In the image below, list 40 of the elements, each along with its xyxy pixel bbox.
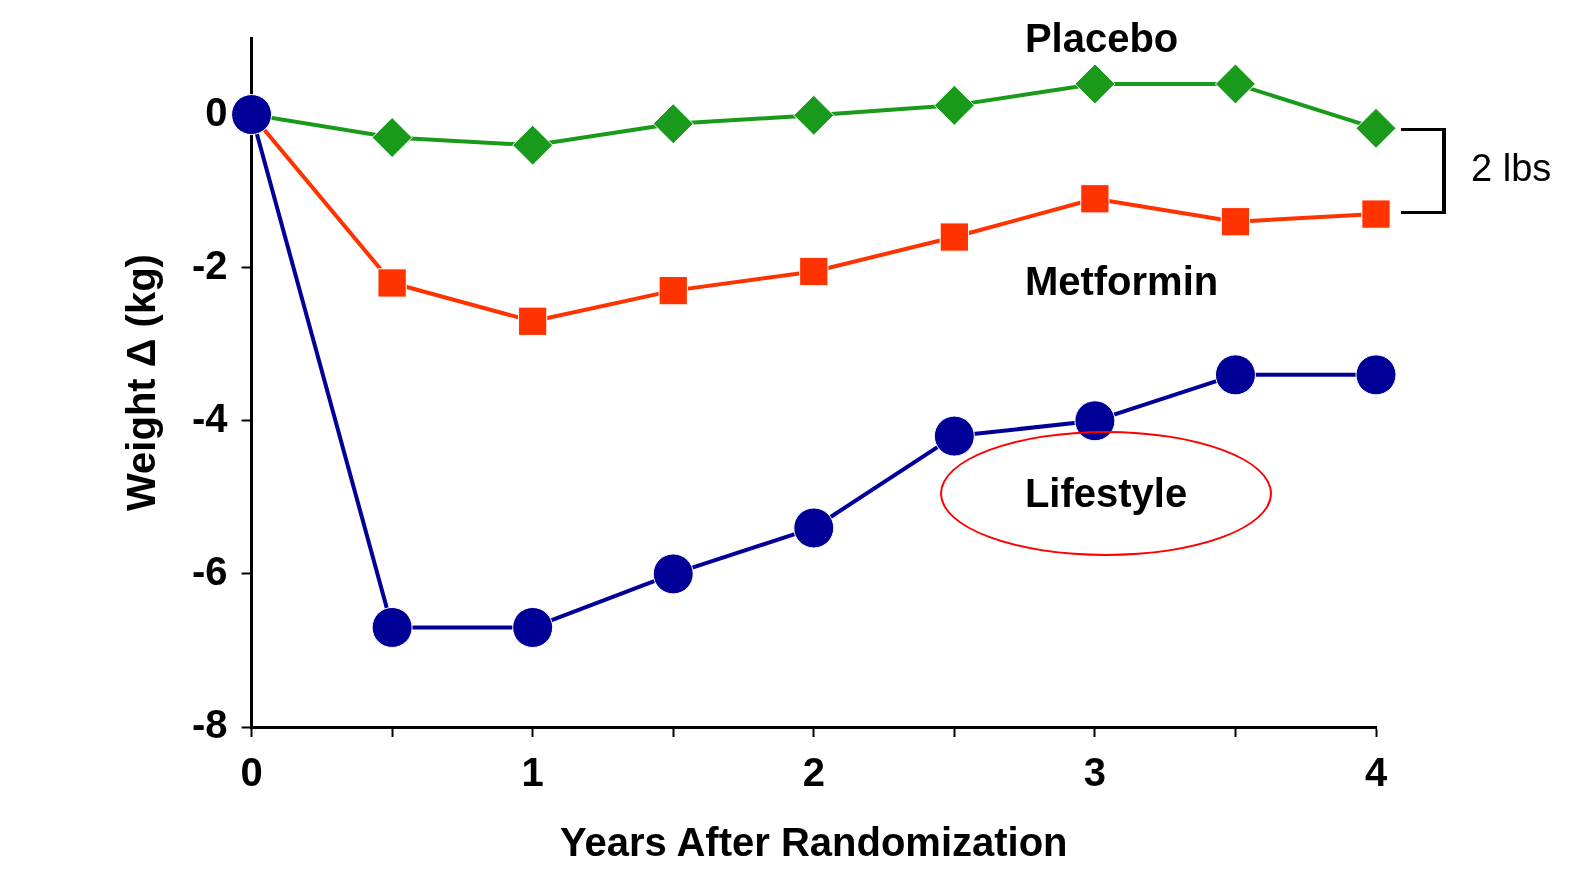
y-tick-label: -2 (191, 242, 228, 287)
x-tick-label: 2 (802, 750, 825, 795)
x-tick-label: 4 (1364, 750, 1388, 795)
point (1361, 199, 1391, 229)
series-label: Lifestyle (1024, 470, 1188, 516)
y-axis-title: Weight Δ (kg) (119, 254, 164, 511)
point (512, 124, 554, 166)
point (1214, 63, 1256, 105)
x-tick-label: 1 (521, 750, 544, 795)
series-label: Placebo (1024, 15, 1179, 61)
point (652, 553, 694, 595)
point (652, 103, 694, 145)
x-tick-label: 0 (240, 750, 263, 795)
point (658, 275, 688, 306)
text: 2 lbs (1471, 147, 1552, 191)
point (933, 84, 975, 126)
point (1355, 354, 1397, 396)
point (512, 606, 554, 648)
point (1074, 63, 1116, 105)
point (1214, 354, 1256, 396)
x-axis-title: Years After Randomization (560, 820, 1068, 865)
series-label: Metformin (1024, 258, 1219, 304)
point (371, 606, 413, 648)
point (1220, 207, 1251, 237)
point (518, 306, 548, 336)
y-tick-label: -8 (191, 702, 228, 747)
y-tick-label: -4 (191, 395, 229, 440)
point (377, 268, 407, 298)
point (371, 117, 413, 159)
point (933, 415, 975, 457)
point (1355, 107, 1397, 149)
point (1074, 400, 1116, 442)
point (1080, 184, 1110, 214)
y-tick-label: 0 (205, 89, 228, 134)
point (793, 507, 835, 549)
point (793, 94, 835, 136)
point (799, 256, 829, 287)
point (939, 222, 969, 252)
y-tick-label: -6 (191, 548, 228, 593)
x-tick-label: 3 (1083, 750, 1107, 795)
